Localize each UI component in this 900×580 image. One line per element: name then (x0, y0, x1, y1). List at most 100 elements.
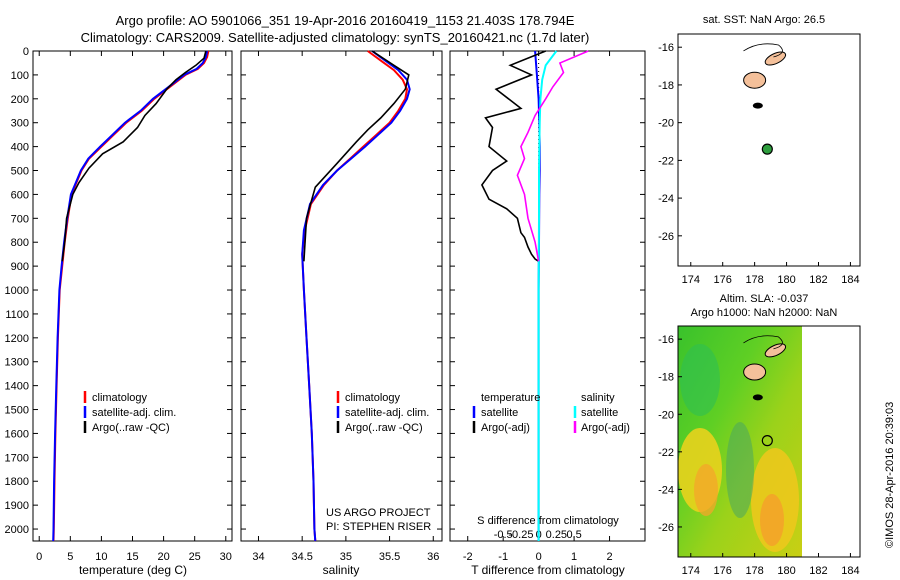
island-vanua-levu (764, 343, 787, 358)
x-tick-label: 30 (220, 551, 232, 563)
y-tick-label: 400 (11, 142, 29, 154)
map-y-tick-label: -16 (658, 334, 674, 346)
map-y-tick-label: -20 (658, 118, 674, 130)
legend-satellite-label: satellite-adj. clim. (345, 407, 429, 419)
y-tick-label: 1600 (5, 428, 29, 440)
y-tick-label: 1800 (5, 476, 29, 488)
s-tick-label: 0.5 (566, 529, 581, 541)
x-tick-label: -2 (463, 551, 473, 563)
map-y-tick-label: -26 (658, 522, 674, 534)
difference-series (480, 50, 589, 541)
series-line-argo-raw-qc- (303, 50, 410, 262)
x-tick-label: 5 (67, 551, 73, 563)
s-tick-label: -0.5 (494, 529, 513, 541)
y-tick-label: 2000 (5, 524, 29, 536)
map-y-tick-label: -24 (658, 193, 674, 205)
map-y-tick-label: -16 (658, 42, 674, 54)
x-tick-label: 34 (252, 551, 264, 563)
series-line-satellite-adj-clim- (301, 50, 411, 542)
sla-heatmap-features (678, 344, 799, 552)
x-tick-label: -1 (498, 551, 508, 563)
y-tick-label: 800 (11, 237, 29, 249)
sla-map-title-1: Altim. SLA: -0.037 (720, 293, 809, 305)
y-tick-label: 300 (11, 118, 29, 130)
x-tick-label: 0 (36, 551, 42, 563)
temperature-series (52, 50, 210, 542)
y-tick-label: 100 (11, 70, 29, 82)
difference-panel-frame (449, 50, 646, 542)
imos-watermark: ©IMOS 28-Apr-2016 20:39:03 (884, 402, 896, 548)
x-tick-label: 10 (95, 551, 107, 563)
legend-t-satellite-label: satellite (481, 407, 518, 419)
island-vanua-levu (764, 51, 787, 66)
legend-s-argo-label: Argo(-adj) (581, 422, 630, 434)
map-x-tick-label: 174 (682, 565, 700, 577)
reef-outline (743, 335, 783, 350)
salinity-series (301, 50, 411, 542)
map-x-tick-label: 180 (777, 565, 795, 577)
legend-climatology-label: climatology (345, 392, 401, 404)
legend-argo-label: Argo(..raw -QC) (345, 422, 423, 434)
s-tick-label: 0.25 (546, 529, 567, 541)
x-tick-label: 36 (427, 551, 439, 563)
y-tick-label: 0 (23, 46, 29, 58)
map-x-tick-label: 174 (682, 274, 700, 286)
temperature-legend: climatology satellite-adj. clim. Argo(..… (83, 391, 176, 434)
reef-outline (743, 43, 783, 58)
project-pi: PI: STEPHEN RISER (326, 521, 431, 533)
island-viti-levu (743, 363, 767, 381)
temperature-xlabel: temperature (deg C) (79, 563, 187, 577)
salinity-legend: climatology satellite-adj. clim. Argo(..… (336, 391, 429, 434)
series-line-salinity-satellite (537, 50, 558, 541)
salinity-xlabel: salinity (323, 563, 360, 577)
x-tick-label: 25 (189, 551, 201, 563)
map-y-tick-label: -22 (658, 447, 674, 459)
sla-map: Altim. SLA: -0.037 Argo h1000: NaN h2000… (658, 293, 861, 577)
map-x-tick-label: 182 (809, 565, 827, 577)
y-tick-label: 1200 (5, 333, 29, 345)
y-tick-label: 1400 (5, 381, 29, 393)
x-tick-label: 1 (571, 551, 577, 563)
legend-s-satellite-label: satellite (581, 407, 618, 419)
s-tick-label: -0.25 (508, 529, 533, 541)
sst-map-title: sat. SST: NaN Argo: 26.5 (703, 14, 825, 26)
y-tick-label: 1700 (5, 452, 29, 464)
difference-legend: temperature salinity satellite Argo(-adj… (472, 392, 630, 434)
y-tick-label: 900 (11, 261, 29, 273)
series-line-climatology (52, 50, 210, 542)
y-tick-label: 700 (11, 213, 29, 225)
x-tick-label: 0 (536, 551, 542, 563)
sst-map: sat. SST: NaN Argo: 26.5 174 176 178 180 182… (658, 14, 861, 286)
sla-map-title-2: Argo h1000: NaN h2000: NaN (691, 307, 838, 319)
map-x-tick-label: 178 (745, 274, 763, 286)
map-y-tick-label: -26 (658, 231, 674, 243)
legend-satellite-label: satellite-adj. clim. (92, 407, 176, 419)
x-tick-label: 15 (126, 551, 138, 563)
y-tick-label: 1100 (5, 309, 29, 321)
temperature-panel-frame (32, 50, 233, 542)
map-y-tick-label: -24 (658, 484, 674, 496)
argo-float-marker (761, 435, 773, 447)
legend-argo-label: Argo(..raw -QC) (92, 422, 170, 434)
legend-salinity-heading: salinity (581, 392, 615, 404)
temperature-axes: 0 5 10 15 20 25 300100200300400500600700800900… (5, 46, 232, 563)
legend-temperature-heading: temperature (481, 392, 540, 404)
map-y-tick-label: -18 (658, 80, 674, 92)
legend-t-argo-label: Argo(-adj) (481, 422, 530, 434)
map-x-tick-label: 184 (841, 274, 859, 286)
map-x-tick-label: 178 (745, 565, 763, 577)
series-line-climatology (301, 50, 409, 542)
x-tick-label: 35.5 (379, 551, 400, 563)
sla-high-core (760, 494, 784, 546)
y-tick-label: 1500 (5, 405, 29, 417)
title-line-1: Argo profile: AO 5901066_351 19-Apr-2016… (116, 13, 575, 28)
map-y-tick-label: -22 (658, 155, 674, 167)
title-line-2: Climatology: CARS2009. Satellite-adjuste… (81, 30, 590, 45)
y-tick-label: 200 (11, 94, 29, 106)
x-tick-label: 2 (606, 551, 612, 563)
y-tick-label: 500 (11, 166, 29, 178)
sla-high-core (694, 464, 718, 516)
sla-low-trough (726, 422, 754, 518)
